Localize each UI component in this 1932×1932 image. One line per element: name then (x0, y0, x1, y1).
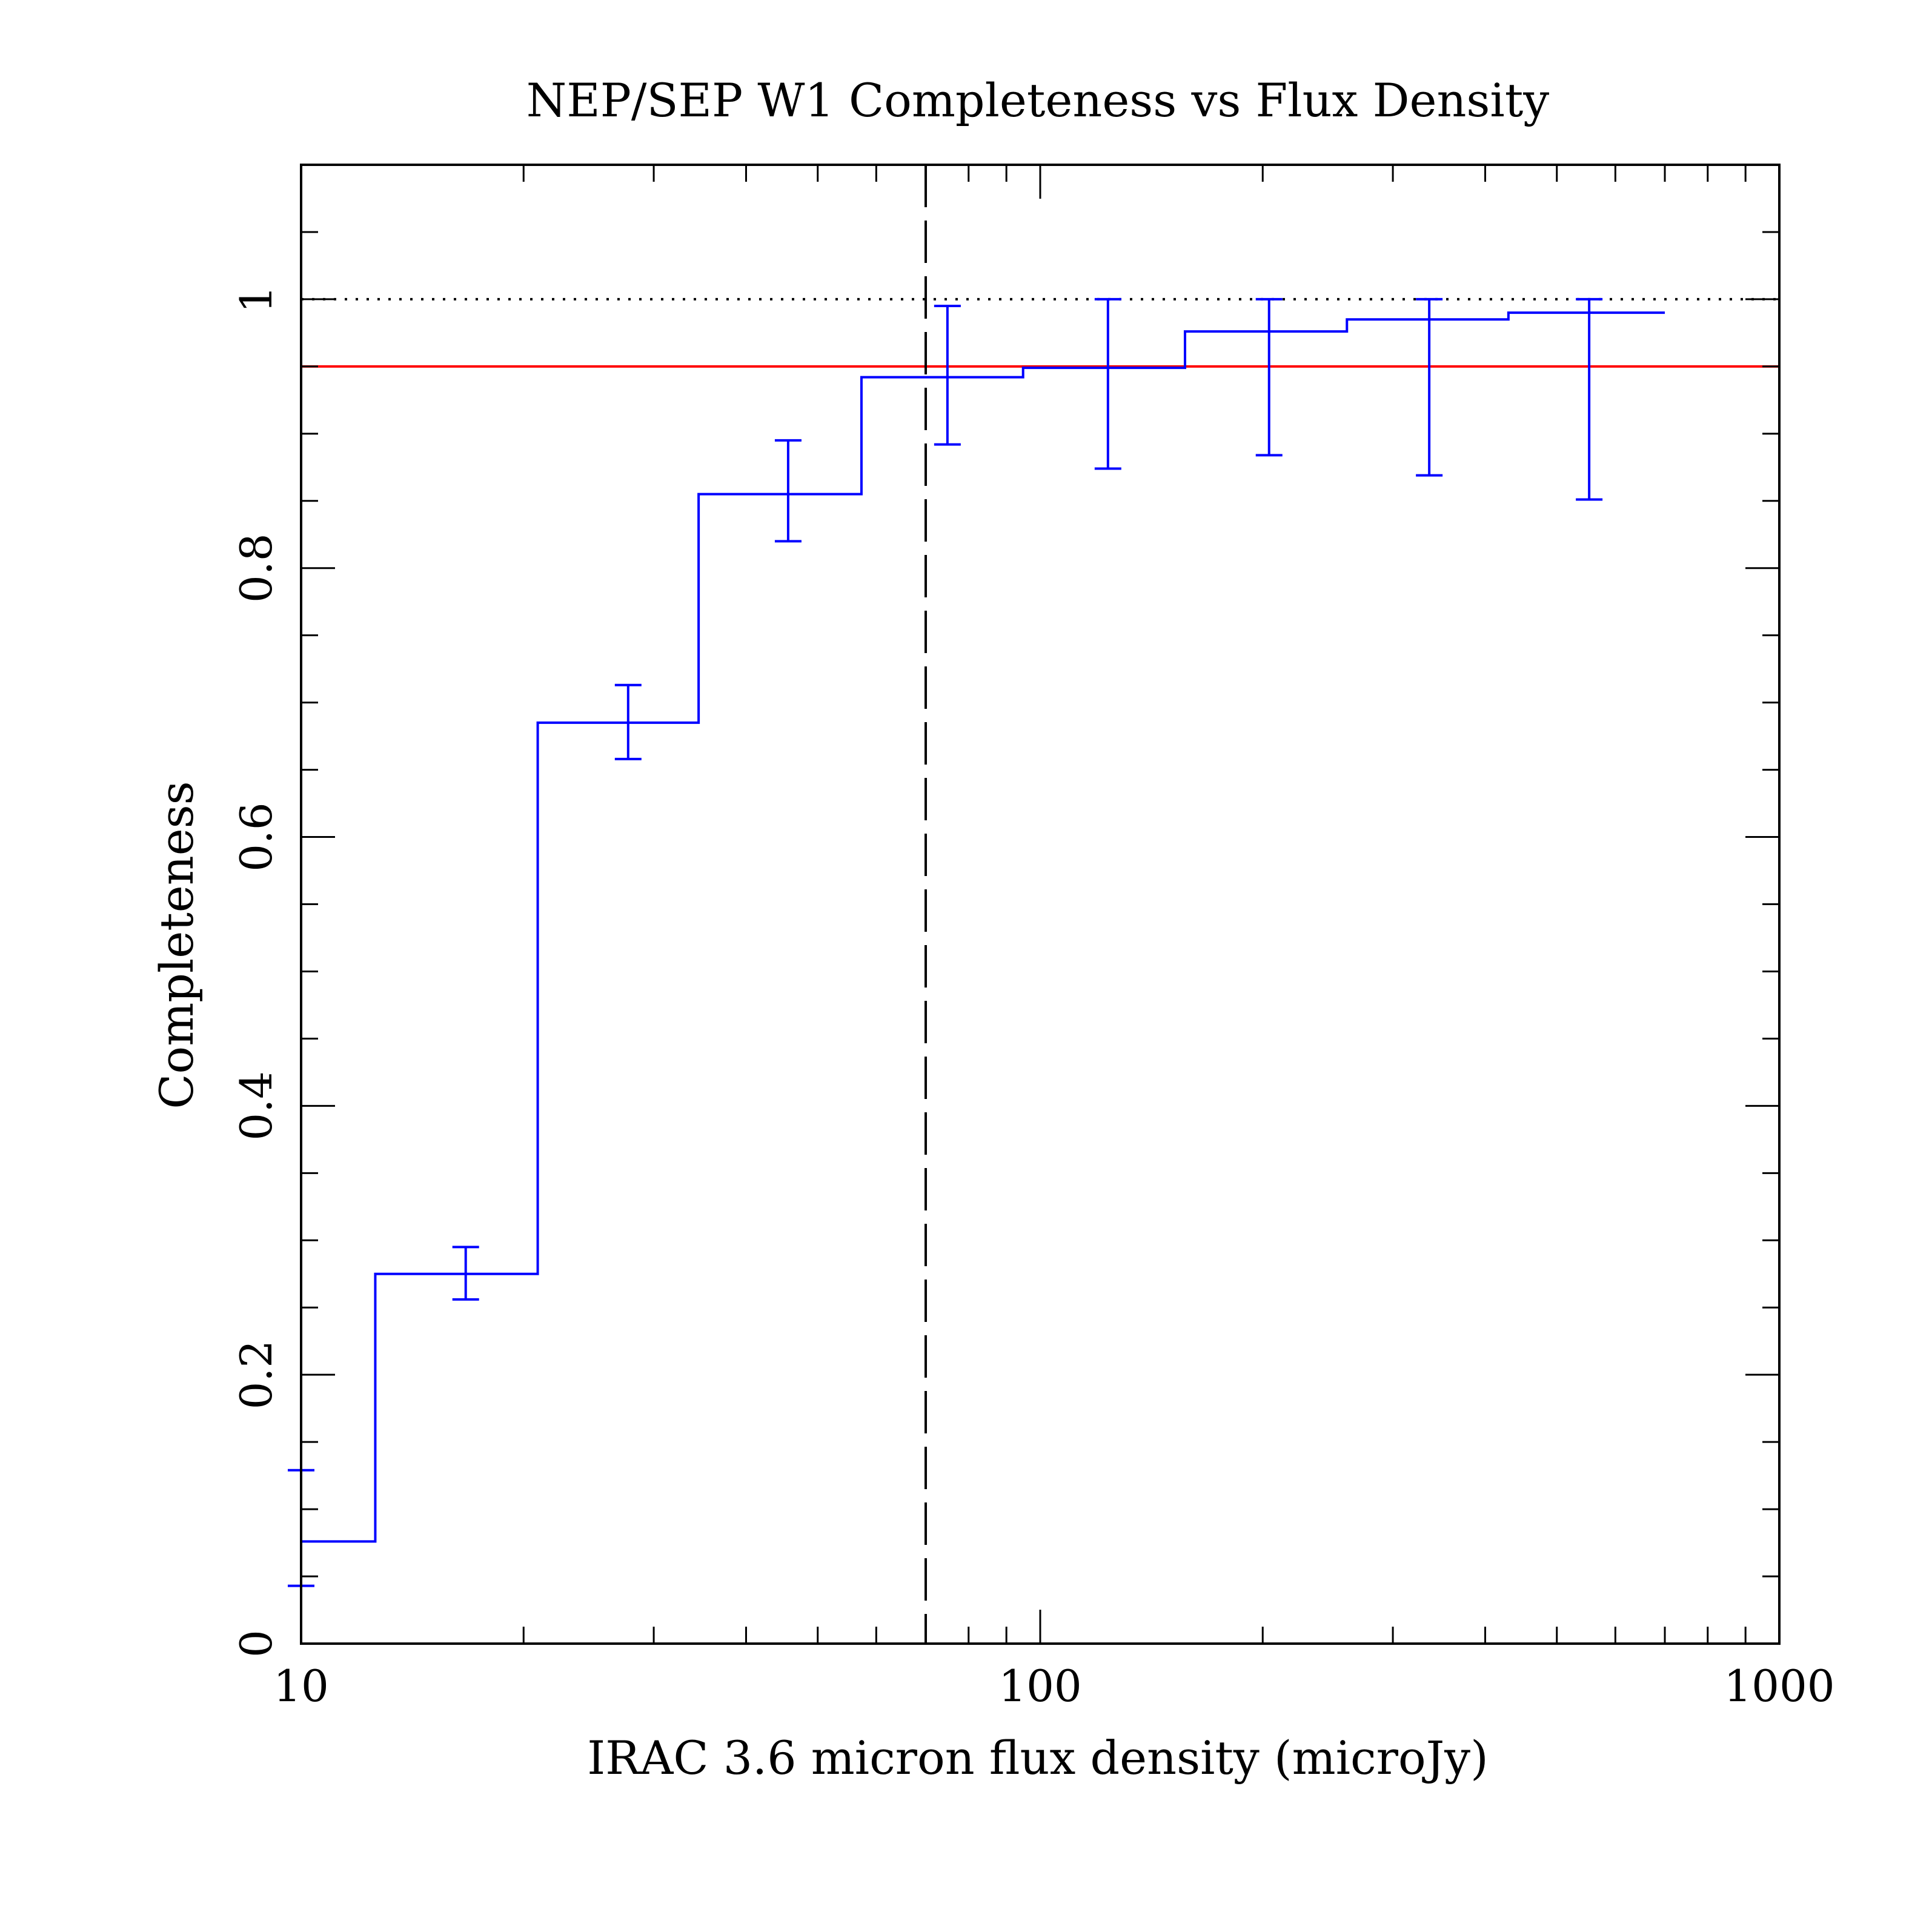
tick-labels: 10 100 1000 0 0.2 0.4 0.6 0.8 1 (231, 285, 1835, 1711)
x-tick-label: 10 (273, 1661, 329, 1711)
series-layer (288, 297, 1665, 1587)
completeness-step-line (301, 311, 1665, 1543)
y-tick-label: 0 (231, 1630, 282, 1658)
y-tick-label: 0.8 (231, 533, 282, 603)
y-axis-title: Completeness (150, 781, 204, 1109)
plot-frame (300, 164, 1781, 1645)
x-tick-label: 1000 (1724, 1661, 1834, 1711)
y-tick-label: 0.4 (231, 1071, 282, 1141)
axes-frame (300, 164, 1781, 1645)
x-axis-title: IRAC 3.6 micron flux density (microJy) (587, 1731, 1489, 1785)
chart-title: NEP/SEP W1 Completeness vs Flux Density (526, 73, 1550, 127)
reference-lines (301, 165, 1779, 1644)
y-tick-label: 1 (231, 285, 282, 313)
y-tick-label: 0.6 (231, 802, 282, 872)
axis-ticks (301, 165, 1779, 1644)
y-tick-label: 0.2 (231, 1340, 282, 1410)
x-tick-label: 100 (998, 1661, 1081, 1711)
